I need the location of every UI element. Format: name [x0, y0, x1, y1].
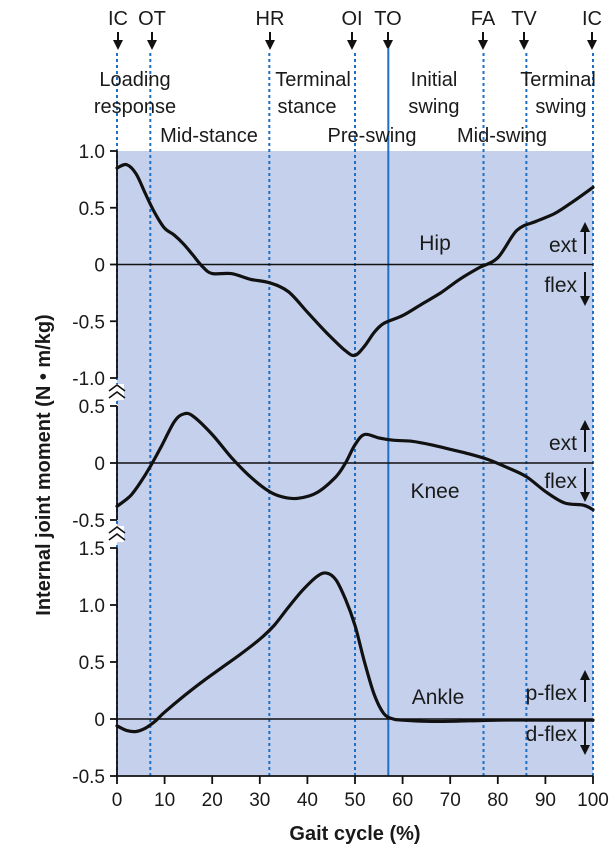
x-tick-label: 10: [154, 790, 175, 811]
y-tick-label: -1.0: [72, 369, 105, 390]
phase-labels: Loading response Mid-stance Terminal stance P…: [94, 69, 596, 147]
x-tick-label: 70: [440, 790, 461, 811]
y-tick-label: 1.0: [79, 142, 105, 163]
phase-label: Initial: [411, 69, 458, 91]
y-tick-label: 0.5: [79, 653, 105, 674]
joint-label: Ankle: [412, 686, 465, 709]
y-tick-label: 0.5: [79, 397, 105, 418]
event-arrow-head: [478, 40, 488, 50]
x-tick-label: 30: [249, 790, 270, 811]
phase-label: stance: [278, 96, 337, 118]
direction-label-up: ext: [549, 234, 577, 257]
x-tick-label: 0: [112, 790, 123, 811]
joint-panels: 1.0 0.5 0 -0.5 -1.0 Hip ext flex 0.5 0 -0.5 Knee ext…: [72, 142, 595, 788]
x-tick-label: 60: [392, 790, 413, 811]
x-tick-label: 90: [535, 790, 556, 811]
y-tick-label: 0: [94, 454, 105, 475]
event-arrow-head: [519, 40, 529, 50]
y-tick-label: 0: [94, 710, 105, 731]
event-arrow-head: [587, 40, 597, 50]
event-label-hr: HR: [256, 8, 285, 30]
event-arrow-head: [265, 40, 275, 50]
phase-label: Mid-stance: [160, 125, 258, 147]
direction-label-down: flex: [544, 274, 577, 297]
up-arrow-icon: [580, 222, 590, 232]
direction-label-down: d-flex: [526, 723, 578, 746]
event-label-ot: OT: [138, 8, 166, 30]
axis-break-gap: [114, 526, 124, 542]
curve-knee: [115, 411, 595, 512]
joint-label: Knee: [410, 480, 459, 503]
x-tick-label: 50: [344, 790, 365, 811]
event-arrow-head: [113, 40, 123, 50]
event-arrow-head: [383, 40, 393, 50]
direction-label-up: ext: [549, 432, 577, 455]
event-label-ic: IC: [582, 8, 602, 30]
axis-break-icon: [108, 533, 126, 541]
phase-label: Pre-swing: [328, 125, 417, 147]
panel-hip: 1.0 0.5 0 -0.5 -1.0 Hip ext flex: [72, 142, 595, 400]
y-tick-label: -0.5: [72, 511, 105, 532]
x-tick-label: 40: [297, 790, 318, 811]
event-label-tv: TV: [511, 8, 537, 30]
curve-hip: [115, 162, 595, 358]
down-arrow-icon: [580, 745, 590, 755]
y-tick-label: 0.5: [79, 199, 105, 220]
event-arrow-head: [347, 40, 357, 50]
x-tick-label: 80: [487, 790, 508, 811]
axis-break-icon: [108, 526, 126, 534]
x-tick-label: 20: [202, 790, 223, 811]
y-tick-label: 1.5: [79, 539, 105, 560]
phase-label: swing: [535, 96, 586, 118]
up-arrow-icon: [580, 670, 590, 680]
phase-label: Terminal: [520, 69, 596, 91]
event-arrow-head: [147, 40, 157, 50]
phase-label: Mid-swing: [457, 125, 547, 147]
y-tick-label: -0.5: [72, 767, 105, 788]
x-axis: 0 10 20 30 40 50 60 70 80 90 100: [112, 775, 609, 811]
y-tick-label: 1.0: [79, 596, 105, 617]
x-axis-title: Gait cycle (%): [289, 823, 420, 845]
down-arrow-icon: [580, 492, 590, 502]
axis-break-icon: [108, 384, 126, 392]
joint-label: Hip: [419, 232, 451, 255]
event-label-to: TO: [374, 8, 401, 30]
phase-label: swing: [408, 96, 459, 118]
event-label-fa: FA: [471, 8, 496, 30]
x-tick-label: 100: [577, 790, 609, 811]
axis-break-gap: [114, 384, 124, 400]
axis-break-icon: [108, 391, 126, 399]
event-label-oi: OI: [341, 8, 362, 30]
y-tick-label: -0.5: [72, 312, 105, 333]
up-arrow-icon: [580, 420, 590, 430]
curve-ankle: [115, 571, 595, 734]
phase-label: Terminal: [275, 69, 351, 91]
down-arrow-icon: [580, 296, 590, 306]
panel-knee: 0.5 0 -0.5 Knee ext flex: [72, 397, 595, 542]
panel-ankle: 1.5 1.0 0.5 0 -0.5 Ankle p-flex d-flex: [72, 539, 595, 788]
event-label-ic: IC: [108, 8, 128, 30]
y-tick-label: 0: [94, 256, 105, 277]
phase-label: Loading: [99, 69, 170, 91]
y-axis-title: Internal joint moment (N • m/kg): [33, 314, 55, 615]
phase-label: response: [94, 96, 176, 118]
direction-label-down: flex: [544, 470, 577, 493]
event-markers: IC OT HR OI TO FA TV IC: [108, 8, 602, 776]
direction-label-up: p-flex: [526, 682, 578, 705]
